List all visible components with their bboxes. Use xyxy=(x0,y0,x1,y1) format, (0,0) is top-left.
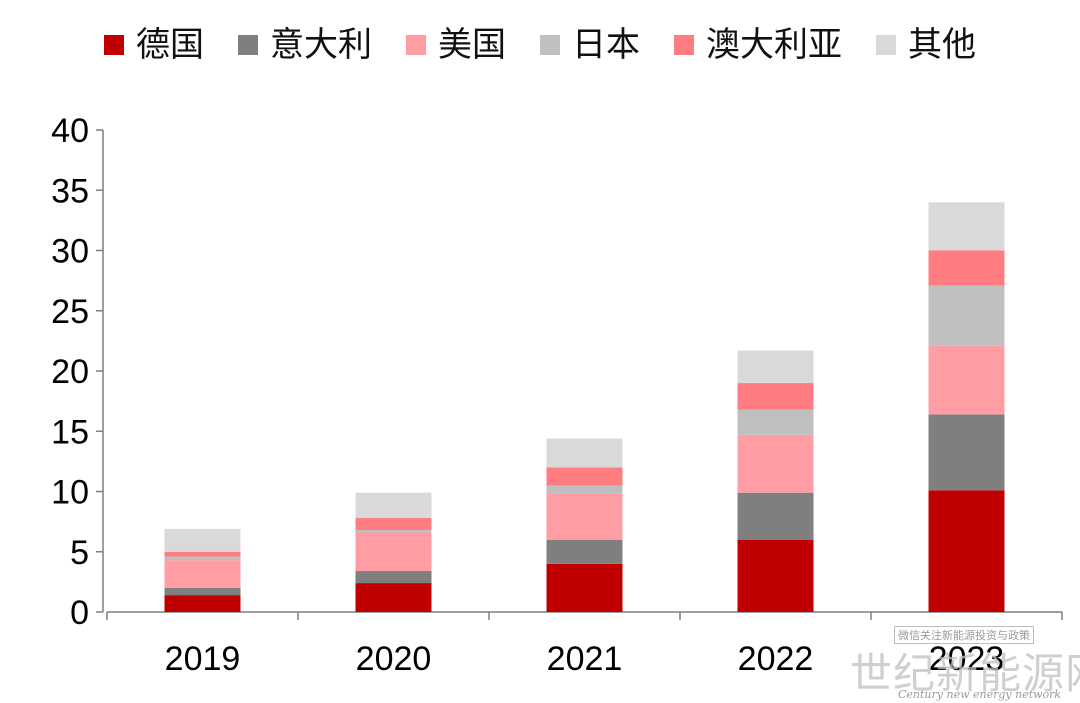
bar-segment-2021-德国 xyxy=(546,563,623,612)
legend: 德国 意大利 美国 日本 澳大利亚 其他 xyxy=(0,18,1080,72)
bar-segment-2022-澳大利亚 xyxy=(737,383,814,410)
legend-item: 其他 xyxy=(876,28,976,62)
bar-segment-2021-其他 xyxy=(546,438,623,468)
bar-segment-2019-其他 xyxy=(164,528,241,552)
bar-segment-2019-德国 xyxy=(164,595,241,612)
bar-segment-2020-其他 xyxy=(355,492,432,519)
y-tick-label: 20 xyxy=(51,353,89,391)
bar-segment-2019-美国 xyxy=(164,560,241,588)
x-tick-label: 2019 xyxy=(165,640,241,678)
x-tick-label: 2020 xyxy=(356,640,432,678)
bar-segment-2023-澳大利亚 xyxy=(928,250,1005,286)
y-tick-label: 35 xyxy=(51,172,89,210)
bar-segment-2020-澳大利亚 xyxy=(355,518,432,531)
bar-segment-2019-澳大利亚 xyxy=(164,551,241,557)
bar-segment-2020-日本 xyxy=(355,530,432,533)
y-tick-label: 15 xyxy=(51,413,89,451)
bar-segment-2023-日本 xyxy=(928,285,1005,346)
y-tick-label: 30 xyxy=(51,233,89,271)
watermark-caption: 微信关注新能源投资与政策 xyxy=(894,626,1034,644)
legend-item: 意大利 xyxy=(238,28,372,62)
watermark-logo-text: 世纪新能源网 xyxy=(850,649,1080,698)
bar-segment-2019-意大利 xyxy=(164,587,241,596)
legend-item: 日本 xyxy=(540,28,640,62)
x-tick-label: 2021 xyxy=(547,640,623,678)
legend-item: 澳大利亚 xyxy=(674,28,842,62)
y-tick-label: 0 xyxy=(70,594,89,632)
legend-label: 日本 xyxy=(572,25,640,65)
y-tick-label: 25 xyxy=(51,293,89,331)
bar-segment-2023-美国 xyxy=(928,345,1005,415)
bar-segment-2022-德国 xyxy=(737,539,814,612)
legend-label: 德国 xyxy=(136,25,204,65)
legend-label: 意大利 xyxy=(270,25,372,65)
bar-segment-2023-其他 xyxy=(928,202,1005,251)
y-tick-label: 5 xyxy=(70,534,89,572)
legend-swatch xyxy=(674,35,694,55)
bar-segment-2022-意大利 xyxy=(737,492,814,540)
bar-segment-2020-德国 xyxy=(355,583,432,612)
bar-segment-2021-美国 xyxy=(546,493,623,540)
bar-segment-2022-日本 xyxy=(737,409,814,435)
bar-segment-2021-日本 xyxy=(546,485,623,494)
watermark-subtitle: Century new energy network xyxy=(898,688,1062,701)
watermark: 微信关注新能源投资与政策 世纪新能源网 Century new energy n… xyxy=(846,622,1080,702)
legend-swatch xyxy=(238,35,258,55)
bar-segment-2019-日本 xyxy=(164,556,241,561)
legend-swatch xyxy=(540,35,560,55)
legend-swatch xyxy=(406,35,426,55)
legend-label: 其他 xyxy=(908,25,976,65)
legend-swatch xyxy=(876,35,896,55)
legend-swatch xyxy=(104,35,124,55)
bar-segment-2020-意大利 xyxy=(355,571,432,584)
bar-segment-2022-美国 xyxy=(737,434,814,493)
bar-segment-2023-德国 xyxy=(928,490,1005,612)
bar-segment-2021-意大利 xyxy=(546,539,623,564)
bar-segment-2022-其他 xyxy=(737,350,814,384)
bar-segment-2020-美国 xyxy=(355,532,432,572)
x-tick-label: 2023 xyxy=(929,640,1005,678)
bar-segment-2023-意大利 xyxy=(928,414,1005,491)
legend-label: 美国 xyxy=(438,25,506,65)
y-tick-label: 40 xyxy=(51,112,89,150)
legend-label: 澳大利亚 xyxy=(706,25,842,65)
legend-item: 德国 xyxy=(104,28,204,62)
bar-segment-2021-澳大利亚 xyxy=(546,467,623,486)
x-tick-label: 2022 xyxy=(738,640,814,678)
legend-item: 美国 xyxy=(406,28,506,62)
y-tick-label: 10 xyxy=(51,474,89,512)
